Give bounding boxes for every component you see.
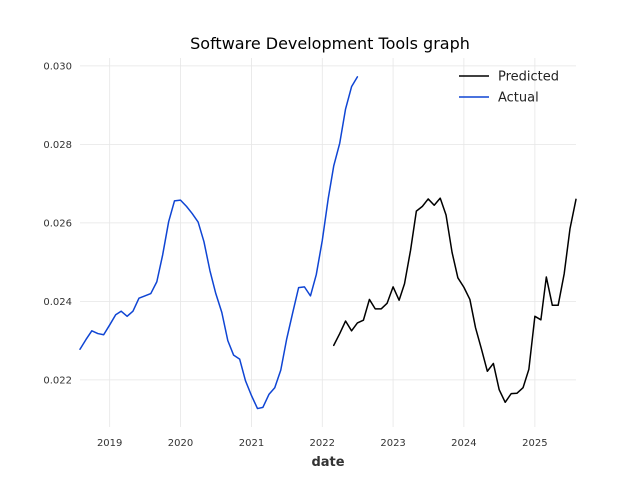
x-tick-label: 2020 xyxy=(168,438,193,449)
x-tick-label: 2025 xyxy=(522,438,547,449)
x-tick-label: 2023 xyxy=(380,438,405,449)
y-tick-label: 0.022 xyxy=(43,375,72,386)
legend-label-actual: Actual xyxy=(498,91,539,106)
gridlines xyxy=(80,58,576,427)
y-tick-label: 0.028 xyxy=(43,140,72,151)
series-line-actual xyxy=(79,76,359,410)
legend-label-predicted: Predicted xyxy=(498,70,559,85)
series-layer xyxy=(79,76,577,410)
x-tick-label: 2019 xyxy=(97,438,122,449)
y-axis-ticks: 0.022 0.024 0.026 0.028 0.030 xyxy=(43,61,72,386)
x-axis-ticks: 2019 2020 2021 2022 2023 2024 2025 xyxy=(97,438,548,449)
x-axis-label: date xyxy=(311,455,344,470)
chart-title: Software Development Tools graph xyxy=(190,34,470,53)
x-tick-label: 2024 xyxy=(451,438,476,449)
y-tick-label: 0.024 xyxy=(43,297,72,308)
series-line-predicted xyxy=(332,197,577,404)
x-tick-label: 2022 xyxy=(310,438,335,449)
legend: Predicted Actual xyxy=(459,70,559,106)
x-tick-label: 2021 xyxy=(239,438,264,449)
y-tick-label: 0.030 xyxy=(43,61,72,72)
y-tick-label: 0.026 xyxy=(43,218,72,229)
